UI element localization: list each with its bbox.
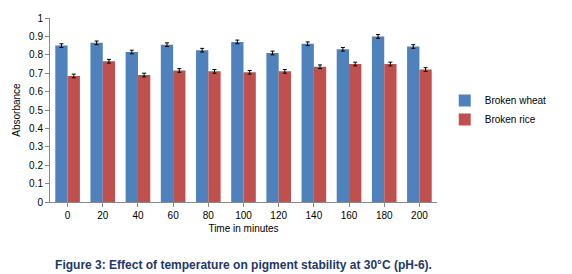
svg-text:20: 20	[97, 210, 109, 221]
svg-text:60: 60	[168, 210, 180, 221]
svg-text:100: 100	[235, 210, 252, 221]
svg-text:Figure 3: Effect of temperatur: Figure 3: Effect of temperature on pigme…	[55, 258, 432, 272]
svg-text:0.9: 0.9	[29, 31, 43, 42]
svg-text:0.5: 0.5	[29, 105, 43, 116]
svg-text:0.2: 0.2	[29, 160, 43, 171]
svg-text:Time in minutes: Time in minutes	[208, 223, 278, 234]
svg-text:0.7: 0.7	[29, 68, 43, 79]
svg-text:180: 180	[376, 210, 393, 221]
svg-text:Broken rice: Broken rice	[485, 114, 536, 125]
svg-text:1: 1	[37, 13, 43, 24]
svg-text:40: 40	[132, 210, 144, 221]
svg-text:0.6: 0.6	[29, 86, 43, 97]
svg-text:0.4: 0.4	[29, 123, 43, 134]
svg-text:140: 140	[306, 210, 323, 221]
svg-text:0.8: 0.8	[29, 49, 43, 60]
svg-text:Absorbance: Absorbance	[11, 83, 22, 137]
svg-text:120: 120	[270, 210, 287, 221]
svg-text:200: 200	[411, 210, 428, 221]
svg-text:160: 160	[341, 210, 358, 221]
svg-text:0: 0	[37, 197, 43, 208]
svg-text:0.1: 0.1	[29, 178, 43, 189]
svg-text:0.3: 0.3	[29, 141, 43, 152]
svg-text:80: 80	[203, 210, 215, 221]
svg-text:0: 0	[65, 210, 71, 221]
svg-text:Broken wheat: Broken wheat	[485, 95, 546, 106]
